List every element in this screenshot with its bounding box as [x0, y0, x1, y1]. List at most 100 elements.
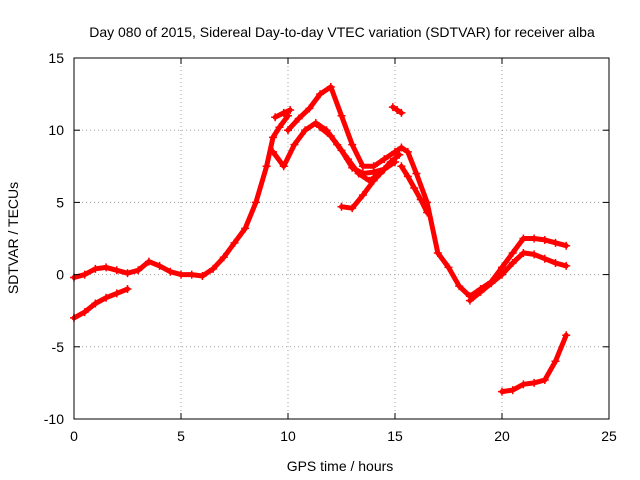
data-point [305, 104, 314, 113]
y-axis-label: SDTVAR / TECUs [5, 182, 21, 294]
data-point [380, 165, 389, 174]
data-point [134, 266, 143, 275]
x-tick-label: 5 [177, 428, 185, 444]
y-tick-label: 5 [56, 194, 64, 210]
data-point [91, 299, 100, 308]
data-point [337, 146, 346, 155]
data-point [508, 386, 517, 395]
data-point [416, 195, 425, 204]
data-point [562, 241, 571, 250]
data-point [187, 270, 196, 279]
data-point [241, 224, 250, 233]
data-point [279, 162, 288, 171]
data-point [271, 113, 280, 122]
series-track-8 [467, 250, 569, 304]
data-point [397, 108, 406, 117]
data-point [358, 169, 367, 178]
data-point [397, 162, 406, 171]
data-point [284, 126, 292, 135]
data-point [369, 176, 378, 185]
data-point [412, 169, 421, 178]
data-point [369, 168, 378, 177]
data-point [102, 293, 111, 302]
data-point [519, 380, 528, 389]
data-point [498, 387, 506, 396]
data-point [397, 143, 406, 152]
data-point [530, 378, 539, 387]
data-point [177, 270, 185, 279]
data-point [444, 263, 453, 272]
data-point [326, 131, 335, 140]
data-series [70, 82, 571, 396]
data-point [275, 123, 284, 132]
data-point [80, 308, 89, 317]
data-point [551, 357, 560, 366]
x-tick-label: 10 [280, 428, 296, 444]
data-point [508, 259, 517, 268]
data-point [337, 202, 346, 211]
data-point [358, 162, 367, 171]
data-point [166, 267, 175, 276]
data-point [530, 234, 539, 243]
x-tick-label: 15 [387, 428, 403, 444]
data-point [123, 285, 132, 294]
axis-ticks [73, 57, 610, 420]
data-point [198, 272, 207, 281]
data-point [230, 238, 239, 247]
y-tick-label: 10 [48, 122, 64, 138]
data-point [286, 105, 295, 114]
data-point [326, 82, 335, 91]
chart-title: Day 080 of 2015, Sidereal Day-to-day VTE… [89, 24, 595, 40]
y-tick-label: -5 [52, 339, 65, 355]
series-track-1 [71, 113, 291, 280]
data-point [262, 162, 271, 171]
data-point [508, 248, 517, 257]
data-point [269, 133, 278, 142]
data-point [403, 172, 412, 181]
data-point [519, 234, 528, 243]
data-point [91, 264, 100, 273]
data-point [294, 114, 303, 123]
data-point [316, 90, 325, 99]
data-point [551, 259, 560, 268]
x-axis-label: GPS time / hours [287, 458, 394, 474]
data-point [540, 235, 549, 244]
data-point [395, 150, 404, 159]
data-point [348, 204, 357, 213]
data-point [358, 191, 367, 200]
data-point [519, 248, 528, 257]
x-tick-label: 0 [70, 428, 78, 444]
series-track-3 [285, 84, 569, 299]
data-point [476, 287, 485, 296]
data-point [380, 155, 389, 164]
data-point [209, 264, 218, 273]
data-point [530, 250, 539, 259]
data-point [311, 118, 320, 127]
data-point [391, 157, 399, 166]
y-tick-label: -10 [44, 411, 64, 427]
data-point [301, 126, 310, 135]
data-point [423, 208, 432, 217]
data-point [279, 108, 288, 117]
y-tick-label: 15 [48, 50, 64, 66]
data-point [269, 147, 278, 156]
y-tick-label: 0 [56, 267, 64, 283]
data-point [102, 263, 111, 272]
data-point [348, 140, 357, 149]
x-tick-label: 25 [601, 428, 617, 444]
data-point [403, 147, 412, 156]
data-point [498, 270, 506, 279]
data-point [348, 163, 357, 172]
data-point [391, 147, 399, 156]
data-point [465, 296, 474, 305]
data-point [155, 261, 164, 270]
data-point [144, 257, 153, 266]
data-point [455, 282, 464, 291]
data-point [562, 261, 571, 270]
data-point [290, 140, 299, 149]
data-point [562, 331, 571, 340]
x-tick-label: 20 [494, 428, 510, 444]
data-point [433, 248, 442, 257]
data-point [219, 253, 228, 262]
